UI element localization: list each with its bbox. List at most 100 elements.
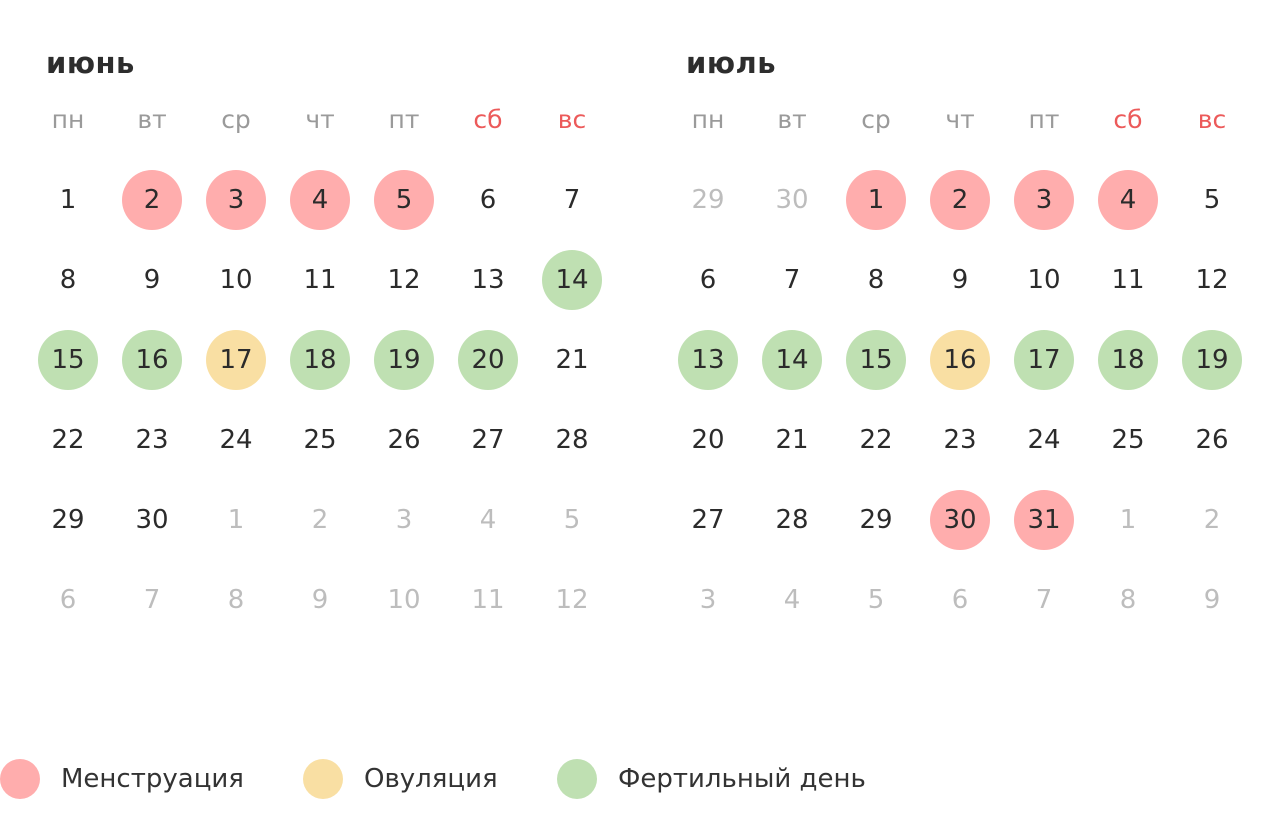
day-cell-menstruation[interactable]: 2 xyxy=(918,160,1002,240)
day-cell-other-month[interactable]: 12 xyxy=(530,560,614,640)
day-cell-other-month[interactable]: 9 xyxy=(1170,560,1254,640)
day-number: 10 xyxy=(387,585,421,615)
day-cell-other-month[interactable]: 11 xyxy=(446,560,530,640)
day-cell-other-month[interactable]: 2 xyxy=(278,480,362,560)
day-cell[interactable]: 28 xyxy=(750,480,834,560)
day-cell-menstruation[interactable]: 5 xyxy=(362,160,446,240)
day-cell[interactable]: 24 xyxy=(194,400,278,480)
day-cell[interactable]: 11 xyxy=(1086,240,1170,320)
day-cell-other-month[interactable]: 1 xyxy=(194,480,278,560)
day-cell[interactable]: 5 xyxy=(1170,160,1254,240)
day-number: 11 xyxy=(303,265,337,295)
day-cell-other-month[interactable]: 3 xyxy=(362,480,446,560)
day-cell[interactable]: 11 xyxy=(278,240,362,320)
day-cell-other-month[interactable]: 5 xyxy=(530,480,614,560)
day-cell-other-month[interactable]: 4 xyxy=(750,560,834,640)
day-cell[interactable]: 22 xyxy=(834,400,918,480)
day-cell[interactable]: 23 xyxy=(110,400,194,480)
day-cell-fertile[interactable]: 15 xyxy=(834,320,918,400)
day-cell[interactable]: 22 xyxy=(26,400,110,480)
day-cell-menstruation[interactable]: 4 xyxy=(1086,160,1170,240)
day-cell-other-month[interactable]: 8 xyxy=(1086,560,1170,640)
day-cell[interactable]: 25 xyxy=(1086,400,1170,480)
day-cell-other-month[interactable]: 30 xyxy=(750,160,834,240)
day-cell-menstruation[interactable]: 2 xyxy=(110,160,194,240)
day-cell-other-month[interactable]: 1 xyxy=(1086,480,1170,560)
day-cell-ovulation[interactable]: 16 xyxy=(918,320,1002,400)
day-cell[interactable]: 9 xyxy=(918,240,1002,320)
day-cell[interactable]: 7 xyxy=(750,240,834,320)
day-cell[interactable]: 26 xyxy=(362,400,446,480)
day-cell[interactable]: 20 xyxy=(666,400,750,480)
day-cell[interactable]: 24 xyxy=(1002,400,1086,480)
day-cell-fertile[interactable]: 14 xyxy=(530,240,614,320)
day-cell-other-month[interactable]: 9 xyxy=(278,560,362,640)
day-cell-fertile[interactable]: 19 xyxy=(362,320,446,400)
day-cell-other-month[interactable]: 29 xyxy=(666,160,750,240)
day-number: 7 xyxy=(143,585,161,615)
day-cell[interactable]: 8 xyxy=(26,240,110,320)
day-cell[interactable]: 12 xyxy=(362,240,446,320)
day-number: 21 xyxy=(555,345,589,375)
day-cell-menstruation[interactable]: 1 xyxy=(834,160,918,240)
day-number: 28 xyxy=(775,505,809,535)
day-cell[interactable]: 1 xyxy=(26,160,110,240)
day-cell-fertile[interactable]: 19 xyxy=(1170,320,1254,400)
day-number: 26 xyxy=(387,425,421,455)
day-cell[interactable]: 10 xyxy=(1002,240,1086,320)
day-cell[interactable]: 26 xyxy=(1170,400,1254,480)
legend-label-menstruation: Менструация xyxy=(61,764,244,794)
day-cell-menstruation[interactable]: 3 xyxy=(194,160,278,240)
day-cell-other-month[interactable]: 10 xyxy=(362,560,446,640)
day-number: 6 xyxy=(479,185,497,215)
day-cell[interactable]: 25 xyxy=(278,400,362,480)
day-cell-other-month[interactable]: 6 xyxy=(26,560,110,640)
day-cell-other-month[interactable]: 3 xyxy=(666,560,750,640)
day-cell[interactable]: 8 xyxy=(834,240,918,320)
day-cell[interactable]: 13 xyxy=(446,240,530,320)
day-cell[interactable]: 10 xyxy=(194,240,278,320)
day-number: 12 xyxy=(1195,265,1229,295)
day-cell[interactable]: 27 xyxy=(666,480,750,560)
day-cell[interactable]: 30 xyxy=(110,480,194,560)
day-cell-other-month[interactable]: 2 xyxy=(1170,480,1254,560)
day-cell-other-month[interactable]: 8 xyxy=(194,560,278,640)
day-cell-fertile[interactable]: 18 xyxy=(1086,320,1170,400)
day-cell-other-month[interactable]: 7 xyxy=(110,560,194,640)
day-cell-menstruation[interactable]: 4 xyxy=(278,160,362,240)
day-cell-other-month[interactable]: 5 xyxy=(834,560,918,640)
day-cell-menstruation[interactable]: 3 xyxy=(1002,160,1086,240)
day-number: 21 xyxy=(775,425,809,455)
day-cell[interactable]: 29 xyxy=(834,480,918,560)
day-cell[interactable]: 12 xyxy=(1170,240,1254,320)
day-cell-other-month[interactable]: 4 xyxy=(446,480,530,560)
day-cell[interactable]: 28 xyxy=(530,400,614,480)
day-cell-menstruation[interactable]: 31 xyxy=(1002,480,1086,560)
day-cell-other-month[interactable]: 7 xyxy=(1002,560,1086,640)
day-cell[interactable]: 7 xyxy=(530,160,614,240)
day-cell-ovulation[interactable]: 17 xyxy=(194,320,278,400)
day-cell-fertile[interactable]: 16 xyxy=(110,320,194,400)
day-cell[interactable]: 27 xyxy=(446,400,530,480)
day-cell-fertile[interactable]: 17 xyxy=(1002,320,1086,400)
day-cell[interactable]: 23 xyxy=(918,400,1002,480)
day-cell-other-month[interactable]: 6 xyxy=(918,560,1002,640)
day-cell-fertile[interactable]: 20 xyxy=(446,320,530,400)
day-cell[interactable]: 29 xyxy=(26,480,110,560)
day-number: 22 xyxy=(51,425,85,455)
day-cell-fertile[interactable]: 13 xyxy=(666,320,750,400)
day-cell[interactable]: 6 xyxy=(446,160,530,240)
day-cell[interactable]: 21 xyxy=(530,320,614,400)
day-cell-fertile[interactable]: 15 xyxy=(26,320,110,400)
day-cell[interactable]: 21 xyxy=(750,400,834,480)
day-number: 14 xyxy=(762,330,822,390)
day-cell-menstruation[interactable]: 30 xyxy=(918,480,1002,560)
day-cell-fertile[interactable]: 14 xyxy=(750,320,834,400)
day-number: 12 xyxy=(387,265,421,295)
day-number: 9 xyxy=(311,585,329,615)
day-cell[interactable]: 6 xyxy=(666,240,750,320)
legend-item-menstruation: Менструация xyxy=(0,758,244,800)
day-cell[interactable]: 9 xyxy=(110,240,194,320)
day-cell-fertile[interactable]: 18 xyxy=(278,320,362,400)
day-number: 13 xyxy=(678,330,738,390)
